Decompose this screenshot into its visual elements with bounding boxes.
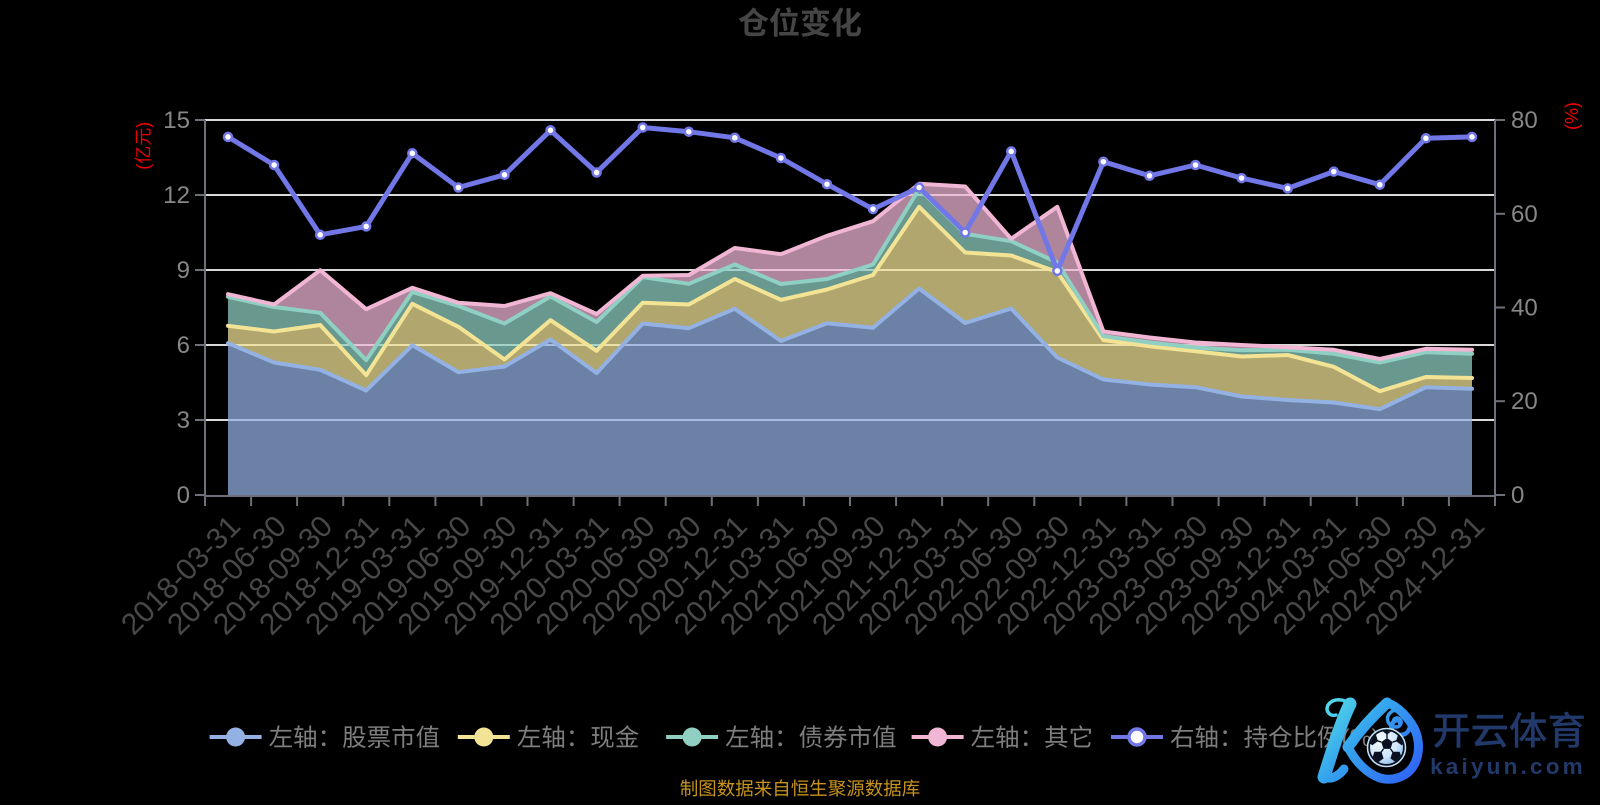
svg-text:%: % (1562, 108, 1582, 124)
svg-text:0: 0 (1511, 482, 1524, 509)
svg-text:40: 40 (1511, 295, 1538, 322)
svg-text:15: 15 (163, 107, 190, 134)
svg-text:): ) (1562, 102, 1582, 108)
svg-text:3: 3 (177, 407, 190, 434)
svg-text:0: 0 (177, 482, 190, 509)
svg-text:20: 20 (1511, 388, 1538, 415)
svg-text:80: 80 (1511, 107, 1538, 134)
svg-text:): ) (134, 122, 154, 128)
svg-text:kaiyun.com: kaiyun.com (1430, 754, 1586, 779)
svg-text:12: 12 (163, 182, 190, 209)
svg-text:(: ( (134, 164, 154, 170)
svg-text:60: 60 (1511, 201, 1538, 228)
svg-text:9: 9 (177, 257, 190, 284)
svg-text:6: 6 (177, 332, 190, 359)
svg-text:(: ( (1562, 124, 1582, 130)
